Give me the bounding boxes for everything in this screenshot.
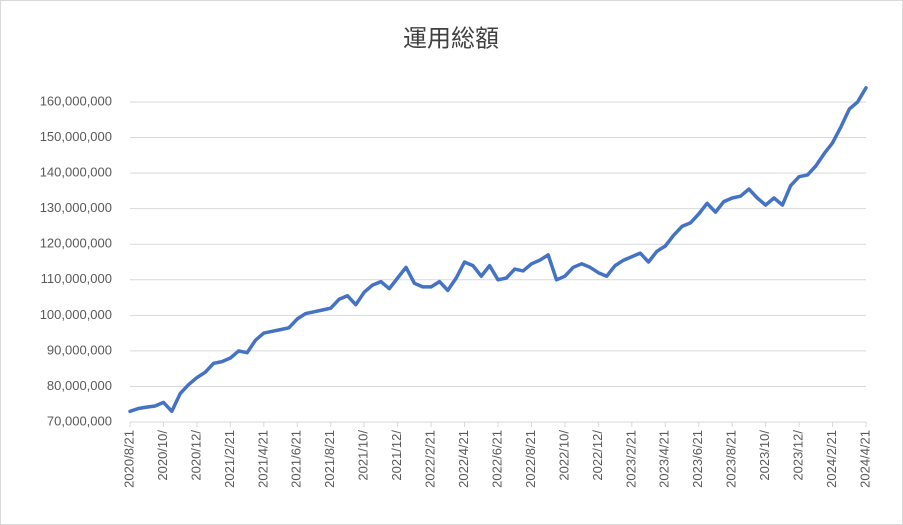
- y-tick-label: 110,000,000: [41, 271, 112, 286]
- x-tick-label: 2021/6/21: [289, 430, 304, 488]
- x-tick-label: 2020/10/: [155, 430, 170, 481]
- x-tick-label: 2024/4/21: [857, 430, 872, 488]
- x-tick-label: 2021/4/21: [255, 430, 270, 488]
- x-tick-label: 2023/2/21: [623, 430, 638, 488]
- x-tick-label: 2023/4/21: [657, 430, 672, 488]
- x-tick-label: 2022/8/21: [523, 430, 538, 488]
- y-tick-label: 90,000,000: [47, 342, 112, 357]
- y-tick-label: 160,000,000: [40, 93, 112, 108]
- x-tick-label: 2023/8/21: [724, 430, 739, 488]
- y-tick-label: 120,000,000: [40, 236, 112, 251]
- x-tick-label: 2022/12/: [590, 430, 605, 481]
- y-tick-label: 70,000,000: [47, 413, 112, 428]
- x-tick-label: 2021/2/21: [222, 430, 237, 488]
- x-tick-label: 2022/2/21: [423, 430, 438, 488]
- x-tick-label: 2023/10/: [757, 430, 772, 481]
- x-tick-label: 2021/8/21: [322, 430, 337, 488]
- y-tick-label: 140,000,000: [40, 165, 112, 180]
- y-tick-label: 80,000,000: [47, 378, 112, 393]
- x-tick-label: 2023/12/: [791, 430, 806, 481]
- y-tick-label: 150,000,000: [40, 129, 112, 144]
- x-tick-label: 2021/12/: [389, 430, 404, 481]
- x-tick-label: 2023/6/21: [690, 430, 705, 488]
- x-tick-label: 2022/4/21: [456, 430, 471, 488]
- chart-title: 運用総額: [403, 25, 499, 52]
- line-series: [128, 86, 868, 414]
- x-tick-label: 2022/10/: [556, 430, 571, 481]
- x-tick-label: 2021/10/: [356, 430, 371, 481]
- x-tick-label: 2020/12/: [188, 430, 203, 481]
- x-tick-label: 2024/2/21: [824, 430, 839, 488]
- x-tick-label: 2022/6/21: [489, 430, 504, 488]
- y-tick-label: 100,000,000: [40, 307, 112, 322]
- x-tick-label: 2020/8/21: [121, 430, 136, 488]
- y-tick-label: 130,000,000: [40, 200, 112, 215]
